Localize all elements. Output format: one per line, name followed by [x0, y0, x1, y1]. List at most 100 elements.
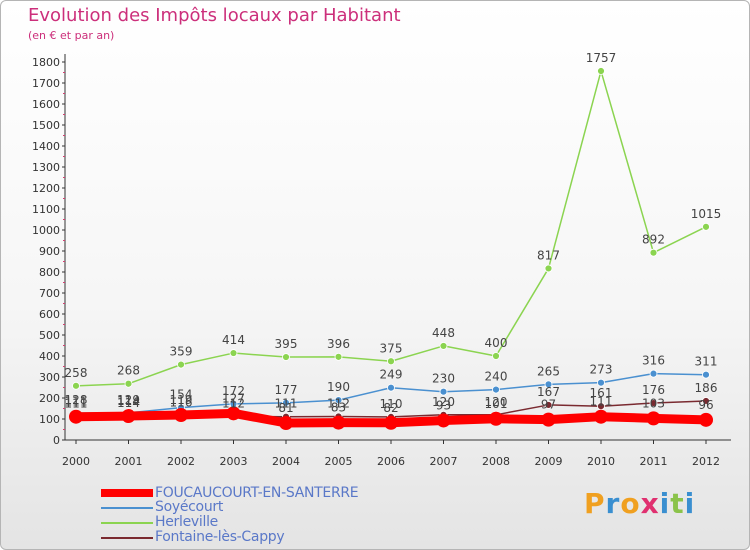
y-tick-label: 400	[39, 350, 60, 363]
y-tick-label: 1200	[32, 182, 60, 195]
data-label-fontaine: 120	[485, 395, 508, 409]
x-tick-label: 2005	[325, 455, 353, 468]
data-point-herleville	[124, 379, 133, 388]
data-point-soyecourt	[387, 383, 395, 392]
data-label-fontaine: 120	[432, 395, 455, 409]
data-label-herleville: 414	[222, 333, 245, 347]
data-label-soyecourt: 154	[170, 388, 193, 402]
data-point-foucaucourt	[699, 412, 713, 427]
data-point-foucaucourt	[489, 411, 503, 426]
y-tick-label: 600	[39, 308, 60, 321]
data-label-fontaine: 186	[695, 381, 718, 395]
legend-swatch-foucaucourt	[101, 489, 153, 497]
data-label-herleville: 400	[485, 336, 508, 350]
data-label-soyecourt: 265	[537, 364, 560, 378]
chart-subtitle: (en € et par an)	[28, 29, 115, 42]
chart-title: Evolution des Impôts locaux par Habitant	[28, 5, 401, 26]
data-label-soyecourt: 249	[380, 368, 403, 382]
legend-swatch-herleville	[101, 522, 153, 524]
x-tick-label: 2002	[167, 455, 195, 468]
data-label-soyecourt: 311	[695, 355, 718, 369]
data-point-herleville	[72, 381, 80, 390]
y-tick-label: 300	[39, 371, 60, 384]
data-label-foucaucourt: 97	[541, 398, 556, 412]
data-label-herleville: 1015	[691, 207, 722, 221]
data-label-herleville: 268	[117, 364, 140, 378]
y-tick-label: 100	[39, 413, 60, 426]
logo-letter: r	[605, 487, 621, 520]
y-tick-label: 1700	[32, 77, 60, 90]
y-tick-label: 1500	[32, 119, 60, 132]
data-label-soyecourt: 190	[327, 380, 350, 394]
logo-letter: i	[659, 487, 671, 520]
data-label-foucaucourt: 83	[331, 401, 346, 415]
data-point-fontaine	[649, 399, 658, 407]
data-point-foucaucourt	[226, 406, 241, 421]
data-label-herleville: 395	[275, 337, 298, 351]
logo-letter: t	[670, 487, 685, 520]
y-tick-label: 0	[53, 434, 60, 447]
data-point-foucaucourt	[594, 409, 608, 424]
data-label-soyecourt: 177	[275, 383, 298, 397]
data-label-foucaucourt: 101	[485, 397, 508, 411]
logo-letter: o	[620, 487, 641, 520]
data-label-foucaucourt: 81	[278, 401, 293, 415]
data-point-foucaucourt	[121, 409, 136, 424]
data-label-fontaine: 114	[117, 396, 140, 410]
y-tick-label: 800	[39, 266, 60, 279]
data-point-soyecourt	[702, 370, 710, 379]
proxiti-logo: Proxiti	[584, 487, 695, 520]
x-tick-label: 2006	[377, 455, 405, 468]
data-label-fontaine: 167	[537, 385, 560, 399]
logo-letter: P	[584, 487, 606, 520]
legend-swatch-soyecourt	[101, 507, 153, 509]
data-label-soyecourt: 172	[222, 384, 245, 398]
data-point-herleville	[439, 342, 448, 350]
data-label-fontaine: 176	[642, 383, 665, 397]
data-label-herleville: 817	[537, 248, 560, 262]
data-point-herleville	[229, 349, 238, 357]
x-tick-label: 2008	[482, 455, 510, 468]
data-label-soyecourt: 273	[590, 363, 613, 377]
data-point-foucaucourt	[384, 415, 398, 430]
data-label-herleville: 258	[65, 366, 88, 380]
data-point-soyecourt	[649, 369, 658, 378]
data-point-herleville	[597, 67, 605, 75]
data-point-herleville	[282, 353, 290, 361]
data-label-fontaine: 112	[222, 396, 245, 410]
data-label-herleville: 448	[432, 326, 455, 340]
y-tick-label: 1400	[32, 140, 60, 153]
data-label-herleville: 375	[380, 341, 403, 355]
y-tick-label: 1100	[32, 203, 60, 216]
data-label-foucaucourt: 93	[436, 398, 451, 412]
y-tick-label: 1800	[32, 56, 60, 69]
data-point-foucaucourt	[331, 415, 346, 430]
x-tick-label: 2009	[535, 455, 563, 468]
y-tick-label: 700	[39, 287, 60, 300]
data-label-foucaucourt: 119	[170, 393, 193, 407]
data-point-fontaine	[702, 397, 710, 405]
data-point-soyecourt	[597, 378, 605, 387]
data-point-herleville	[492, 352, 500, 360]
data-label-soyecourt: 230	[432, 372, 455, 386]
data-point-foucaucourt	[69, 409, 83, 424]
data-label-soyecourt: 129	[117, 393, 140, 407]
data-point-herleville	[387, 357, 395, 366]
data-point-foucaucourt	[174, 408, 188, 423]
x-tick-label: 2000	[62, 455, 90, 468]
y-tick-label: 1000	[32, 224, 60, 237]
data-point-foucaucourt	[436, 413, 451, 428]
logo-letter: i	[684, 487, 696, 520]
data-point-herleville	[649, 248, 658, 257]
data-label-soyecourt: 316	[642, 354, 665, 368]
data-point-soyecourt	[439, 387, 448, 396]
data-label-herleville: 1757	[586, 51, 617, 65]
data-point-herleville	[177, 360, 185, 369]
data-point-soyecourt	[492, 385, 500, 394]
data-point-herleville	[334, 352, 343, 361]
data-label-soyecourt: 128	[65, 393, 88, 407]
y-tick-label: 500	[39, 329, 60, 342]
data-point-soyecourt	[282, 398, 290, 407]
